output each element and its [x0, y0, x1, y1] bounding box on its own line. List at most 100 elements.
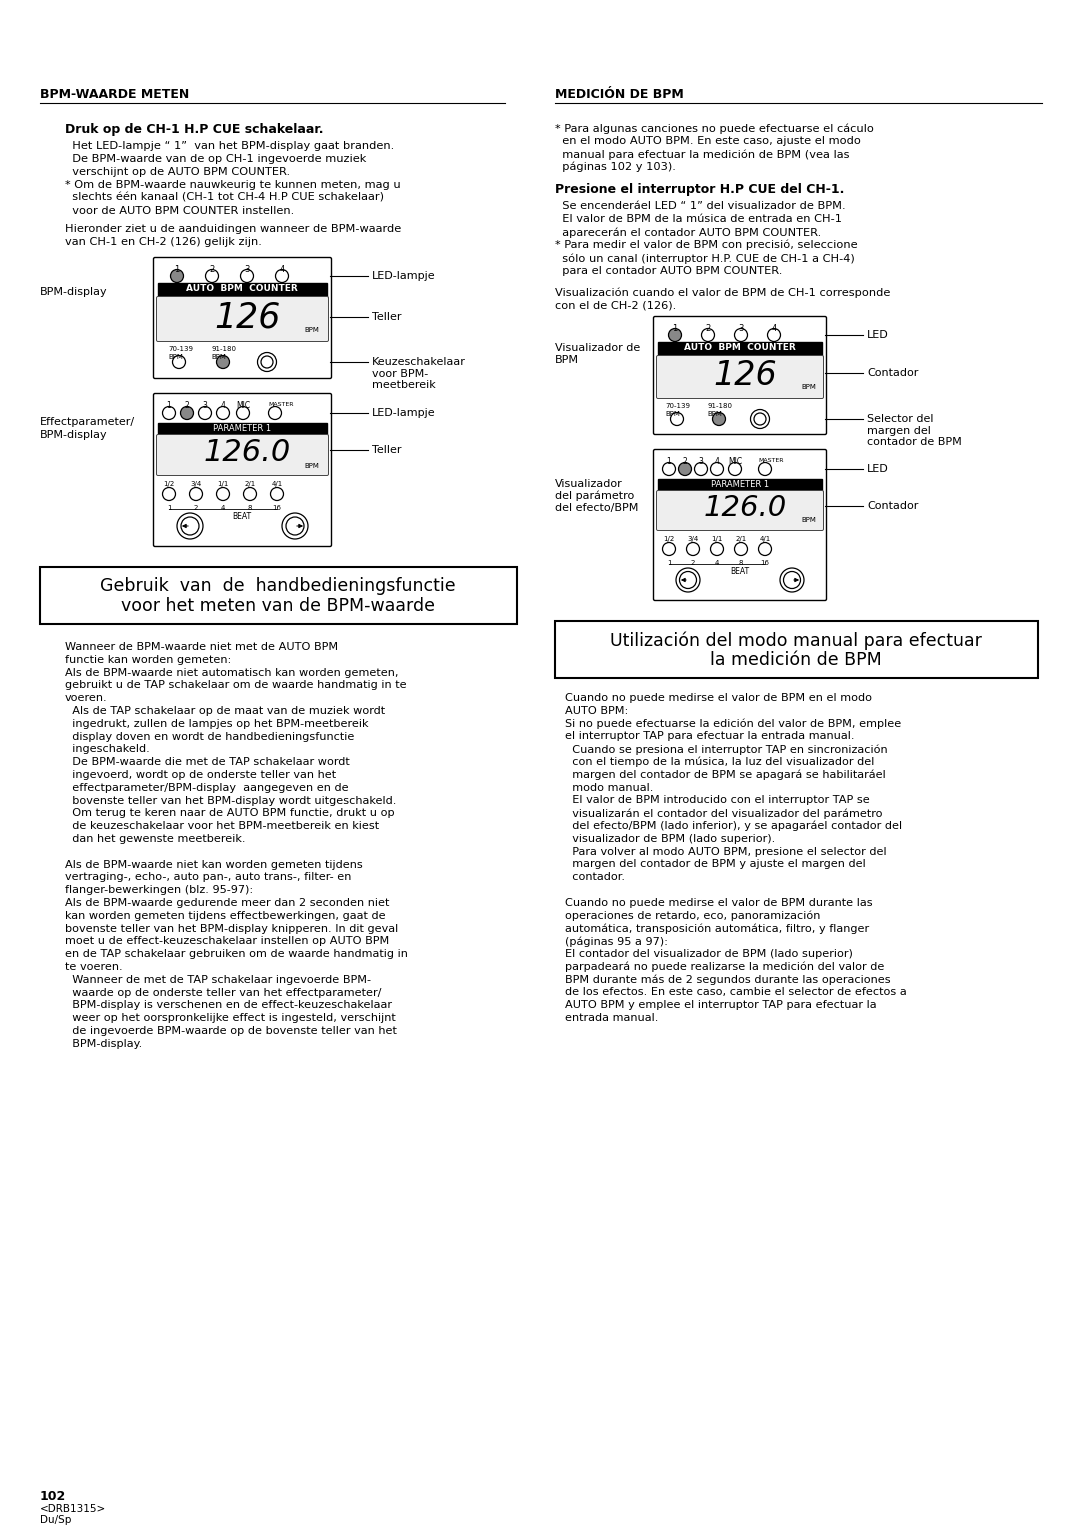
Bar [158, 423, 327, 435]
Circle shape [282, 513, 308, 539]
Circle shape [734, 542, 747, 556]
Text: Cuando no puede medirse el valor de BPM durante las: Cuando no puede medirse el valor de BPM … [565, 898, 873, 908]
Bar [658, 342, 822, 358]
Text: Wanneer de BPM-waarde niet met de AUTO BPM: Wanneer de BPM-waarde niet met de AUTO B… [65, 642, 338, 652]
Bar [40, 567, 517, 623]
Text: LED-lampje: LED-lampje [372, 270, 435, 281]
Circle shape [270, 487, 283, 501]
Text: De BPM-waarde van de op CH-1 ingevoerde muziek: De BPM-waarde van de op CH-1 ingevoerde … [65, 154, 366, 163]
Text: voor de AUTO BPM COUNTER instellen.: voor de AUTO BPM COUNTER instellen. [65, 206, 294, 215]
Text: margen del contador de BPM y ajuste el margen del: margen del contador de BPM y ajuste el m… [565, 859, 866, 869]
Text: Visualizador
del parámetro
del efecto/BPM: Visualizador del parámetro del efecto/BP… [555, 478, 638, 513]
Circle shape [241, 269, 254, 283]
Text: MASTER: MASTER [268, 402, 294, 406]
Text: Hieronder ziet u de aanduidingen wanneer de BPM-waarde: Hieronder ziet u de aanduidingen wanneer… [65, 225, 402, 234]
Text: display doven en wordt de handbedieningsfunctie: display doven en wordt de handbedienings… [65, 732, 354, 741]
Text: 3/4: 3/4 [687, 536, 699, 542]
Text: 91-180: 91-180 [707, 403, 732, 410]
Text: AUTO BPM:: AUTO BPM: [565, 706, 629, 715]
Text: moet u de effect-keuzeschakelaar instellen op AUTO BPM: moet u de effect-keuzeschakelaar instell… [65, 937, 389, 946]
Text: de ingevoerde BPM-waarde op de bovenste teller van het: de ingevoerde BPM-waarde op de bovenste … [65, 1025, 396, 1036]
Circle shape [711, 542, 724, 556]
Text: MIC: MIC [728, 457, 742, 466]
Text: effectparameter/BPM-display  aangegeven en de: effectparameter/BPM-display aangegeven e… [65, 782, 349, 793]
Text: 126.0: 126.0 [703, 494, 786, 523]
Text: 2: 2 [193, 504, 199, 510]
Text: operaciones de retardo, eco, panoramización: operaciones de retardo, eco, panoramizac… [565, 911, 821, 921]
Text: * Om de BPM-waarde nauwkeurig te kunnen meten, mag u: * Om de BPM-waarde nauwkeurig te kunnen … [65, 180, 401, 189]
Circle shape [216, 356, 229, 368]
Text: BEAT: BEAT [232, 512, 252, 521]
Circle shape [269, 406, 282, 420]
Text: weer op het oorspronkelijke effect is ingesteld, verschijnt: weer op het oorspronkelijke effect is in… [65, 1013, 395, 1024]
Text: parpadeará no puede realizarse la medición del valor de: parpadeará no puede realizarse la medici… [565, 961, 885, 972]
Text: Contador: Contador [867, 368, 918, 377]
Circle shape [216, 487, 229, 501]
Text: Teller: Teller [372, 312, 402, 322]
Circle shape [237, 406, 249, 420]
Text: sólo un canal (interruptor H.P. CUE de CH-1 a CH-4): sólo un canal (interruptor H.P. CUE de C… [555, 254, 854, 263]
Text: Presione el interruptor H.P CUE del CH-1.: Presione el interruptor H.P CUE del CH-1… [555, 183, 845, 196]
Text: BPM-WAARDE METEN: BPM-WAARDE METEN [40, 89, 189, 101]
Text: * Para medir el valor de BPM con precisió, seleccione: * Para medir el valor de BPM con precisi… [555, 240, 858, 251]
FancyBboxPatch shape [153, 258, 332, 379]
Circle shape [679, 571, 697, 588]
Text: gebruikt u de TAP schakelaar om de waarde handmatig in te: gebruikt u de TAP schakelaar om de waard… [65, 680, 407, 691]
Text: Si no puede efectuarse la edición del valor de BPM, emplee: Si no puede efectuarse la edición del va… [565, 718, 901, 729]
Text: BPM durante más de 2 segundos durante las operaciones: BPM durante más de 2 segundos durante la… [565, 975, 891, 986]
Text: automática, transposición automática, filtro, y flanger: automática, transposición automática, fi… [565, 923, 869, 934]
FancyBboxPatch shape [153, 394, 332, 547]
Text: Als de BPM-waarde gedurende meer dan 2 seconden niet: Als de BPM-waarde gedurende meer dan 2 s… [65, 898, 390, 908]
Circle shape [205, 269, 218, 283]
Text: Als de BPM-waarde niet automatisch kan worden gemeten,: Als de BPM-waarde niet automatisch kan w… [65, 668, 399, 677]
Text: Effectparameter/: Effectparameter/ [40, 417, 135, 426]
Text: BPM: BPM [305, 327, 320, 333]
Text: 4: 4 [280, 264, 285, 274]
Circle shape [243, 487, 257, 501]
Circle shape [173, 356, 186, 368]
Text: te voeren.: te voeren. [65, 963, 123, 972]
Circle shape [275, 269, 288, 283]
Text: el interruptor TAP para efectuar la entrada manual.: el interruptor TAP para efectuar la entr… [565, 732, 854, 741]
Text: 2: 2 [691, 559, 696, 565]
Text: LED: LED [867, 330, 889, 341]
Text: AUTO BPM y emplee el interruptor TAP para efectuar la: AUTO BPM y emplee el interruptor TAP par… [565, 1001, 877, 1010]
Text: 1/1: 1/1 [217, 481, 229, 487]
Text: MEDICIÓN DE BPM: MEDICIÓN DE BPM [555, 89, 684, 101]
Text: BPM-display.: BPM-display. [65, 1039, 143, 1048]
Text: LED: LED [867, 465, 889, 474]
Text: BPM-display is verschenen en de effect-keuzeschakelaar: BPM-display is verschenen en de effect-k… [65, 1001, 392, 1010]
Text: BPM: BPM [168, 354, 183, 361]
Text: Cuando se presiona el interruptor TAP en sincronización: Cuando se presiona el interruptor TAP en… [565, 744, 888, 755]
Text: functie kan worden gemeten:: functie kan worden gemeten: [65, 656, 231, 665]
Text: aparecerán el contador AUTO BPM COUNTER.: aparecerán el contador AUTO BPM COUNTER. [555, 228, 821, 237]
Text: 1/2: 1/2 [163, 481, 175, 487]
Text: bovenste teller van het BPM-display knipperen. In dit geval: bovenste teller van het BPM-display knip… [65, 923, 399, 934]
Circle shape [177, 513, 203, 539]
Text: en el modo AUTO BPM. En este caso, ajuste el modo: en el modo AUTO BPM. En este caso, ajust… [555, 136, 861, 147]
Circle shape [261, 356, 273, 368]
Text: BPM: BPM [665, 411, 680, 417]
Circle shape [754, 413, 766, 425]
Text: 91-180: 91-180 [211, 345, 237, 351]
Text: 2/1: 2/1 [735, 536, 746, 542]
Text: entrada manual.: entrada manual. [565, 1013, 659, 1024]
Text: Druk op de CH-1 H.P CUE schakelaar.: Druk op de CH-1 H.P CUE schakelaar. [65, 122, 324, 136]
Text: margen del contador de BPM se apagará se habilitaráel: margen del contador de BPM se apagará se… [565, 770, 886, 781]
Circle shape [711, 463, 724, 475]
Text: 126: 126 [713, 359, 777, 393]
Text: 1/2: 1/2 [663, 536, 675, 542]
Text: 3: 3 [244, 264, 249, 274]
Circle shape [216, 406, 229, 420]
Text: vertraging-, echo-, auto pan-, auto trans-, filter- en: vertraging-, echo-, auto pan-, auto tran… [65, 872, 351, 882]
Text: Als de TAP schakelaar op de maat van de muziek wordt: Als de TAP schakelaar op de maat van de … [65, 706, 386, 717]
Bar [658, 478, 822, 492]
Circle shape [694, 463, 707, 475]
Circle shape [768, 329, 781, 341]
Circle shape [257, 353, 276, 371]
Text: 1: 1 [673, 324, 677, 333]
Text: 2: 2 [683, 457, 687, 466]
Text: El valor de BPM introducido con el interruptor TAP se: El valor de BPM introducido con el inter… [565, 796, 869, 805]
Text: Het LED-lampje “ 1”  van het BPM-display gaat branden.: Het LED-lampje “ 1” van het BPM-display … [65, 141, 394, 151]
Circle shape [180, 406, 193, 420]
